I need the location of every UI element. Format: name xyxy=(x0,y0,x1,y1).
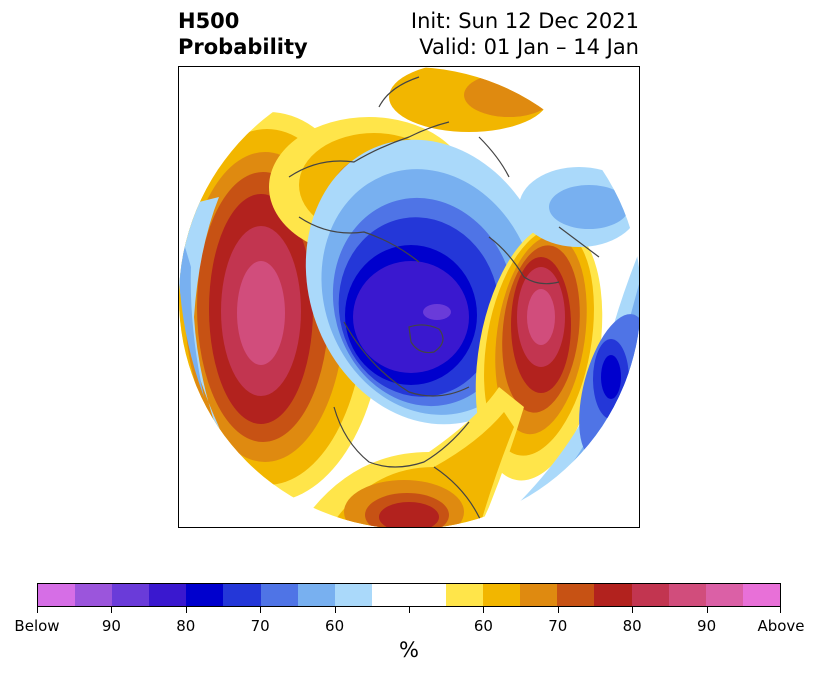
title-variable: H500 xyxy=(178,9,240,33)
title-product: Probability xyxy=(178,35,308,59)
colorbar-tick xyxy=(260,607,261,613)
colorbar-swatch xyxy=(483,584,521,606)
init-date: Init: Sun 12 Dec 2021 xyxy=(410,9,639,33)
colorbar-swatch xyxy=(742,584,780,606)
colorbar-swatch xyxy=(631,584,669,606)
colorbar-swatch xyxy=(371,584,447,606)
colorbar-tick-label: Above xyxy=(757,617,805,635)
colorbar-swatch xyxy=(112,584,150,606)
colorbar-swatch xyxy=(186,584,224,606)
colorbar-swatch xyxy=(334,584,372,606)
colorbar-tick xyxy=(780,607,781,613)
colorbar-tick-label: 90 xyxy=(697,617,717,635)
colorbar xyxy=(37,583,781,607)
trough-west-pacific xyxy=(179,197,239,487)
probability-fields xyxy=(179,67,639,527)
colorbar-tick-label: 70 xyxy=(250,617,270,635)
colorbar-swatch xyxy=(594,584,632,606)
colorbar-swatch xyxy=(149,584,187,606)
colorbar-tick-label: 80 xyxy=(622,617,642,635)
colorbar-tick xyxy=(186,607,187,613)
colorbar-swatch xyxy=(446,584,484,606)
colorbar-swatch xyxy=(520,584,558,606)
colorbar-swatch xyxy=(260,584,298,606)
colorbar-tick xyxy=(707,607,708,613)
colorbar-tick-label: Below xyxy=(14,617,60,635)
colorbar-tick xyxy=(111,607,112,613)
map-svg xyxy=(179,67,639,527)
colorbar-swatch xyxy=(557,584,595,606)
colorbar-swatch xyxy=(297,584,335,606)
colorbar-tick-label: 70 xyxy=(548,617,568,635)
ridge-eastern-north-america xyxy=(299,387,524,527)
colorbar-swatch xyxy=(38,584,76,606)
colorbar-swatch xyxy=(705,584,743,606)
colorbar-tick xyxy=(558,607,559,613)
colorbar-tick xyxy=(409,607,410,613)
colorbar-tick-label: 60 xyxy=(473,617,493,635)
probability-map xyxy=(178,66,640,528)
ridge-north-atlantic xyxy=(475,223,603,481)
valid-range: Valid: 01 Jan – 14 Jan xyxy=(419,35,639,59)
map-title: H500 Probability xyxy=(178,8,308,60)
colorbar-tick-label: 90 xyxy=(101,617,121,635)
colorbar-tick xyxy=(335,607,336,613)
colorbar-tick-label: 60 xyxy=(325,617,345,635)
colorbar-tick-label: 80 xyxy=(176,617,196,635)
map-dates: Init: Sun 12 Dec 2021 Valid: 01 Jan – 14… xyxy=(411,8,639,60)
colorbar-swatch xyxy=(75,584,113,606)
colorbar-swatch xyxy=(668,584,706,606)
colorbar-unit: % xyxy=(399,638,419,662)
colorbar-tick xyxy=(37,607,38,613)
colorbar-swatch xyxy=(223,584,261,606)
coastlines xyxy=(288,76,600,527)
colorbar-tick xyxy=(632,607,633,613)
colorbar-tick xyxy=(483,607,484,613)
